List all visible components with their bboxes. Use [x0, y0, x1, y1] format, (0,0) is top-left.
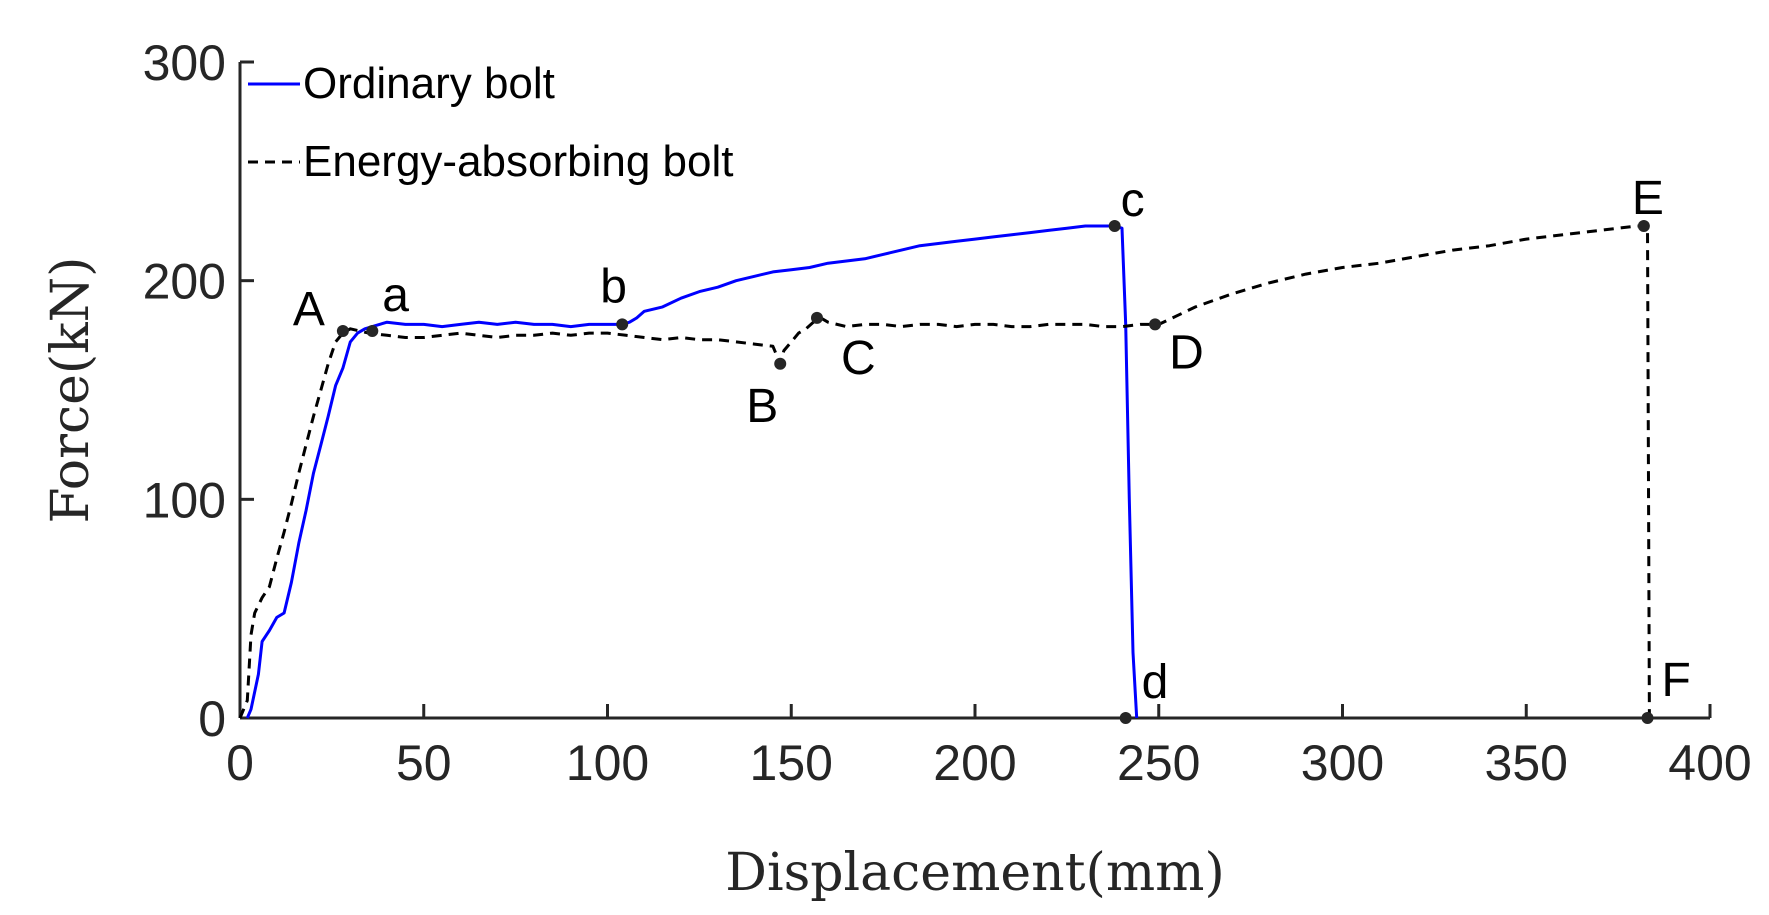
y-tick-label: 300: [143, 35, 226, 91]
x-axis-label: Displacement(mm): [725, 843, 1224, 903]
point-label-c: c: [1121, 174, 1145, 227]
x-tick-label: 0: [226, 735, 254, 791]
point-label-D: D: [1169, 326, 1204, 379]
x-tick-label: 300: [1301, 735, 1384, 791]
point-marker-E: [1637, 220, 1650, 232]
x-tick-label: 400: [1668, 735, 1751, 791]
x-tick-group: 0 50 100 150 200 250 300 350 400: [226, 704, 1752, 791]
point-marker-b: [616, 318, 629, 331]
point-marker-F: [1641, 712, 1654, 724]
legend: Ordinary bolt Energy-absorbing bolt: [248, 59, 733, 186]
point-marker-a: [366, 324, 379, 337]
point-label-d: d: [1142, 656, 1169, 709]
point-label-b: b: [600, 260, 627, 313]
series-group: [238, 224, 1651, 719]
point-marker-C: [810, 311, 823, 324]
y-tick-label: 200: [143, 254, 226, 310]
point-marker-c: [1108, 220, 1121, 232]
x-tick-label: 200: [933, 735, 1016, 791]
y-tick-group: 0 100 200 300: [143, 35, 254, 747]
series-line-energy-absorbing-bolt: [238, 224, 1651, 719]
point-marker-A: [336, 324, 349, 337]
legend-label: Ordinary bolt: [303, 59, 555, 108]
point-marker-d: [1119, 712, 1132, 724]
point-label-E: E: [1632, 172, 1664, 225]
x-tick-label: 350: [1485, 735, 1568, 791]
point-marker-B: [774, 357, 787, 370]
point-label-a: a: [382, 269, 409, 322]
point-label-C: C: [841, 332, 876, 385]
legend-label: Energy-absorbing bolt: [303, 137, 733, 186]
y-axis-label: Force(kN): [41, 257, 101, 524]
x-tick-label: 100: [566, 735, 649, 791]
y-tick-label: 0: [198, 691, 226, 747]
point-marker-D: [1149, 318, 1162, 331]
y-tick-label: 100: [143, 472, 226, 528]
x-tick-label: 50: [396, 735, 452, 791]
x-tick-label: 150: [750, 735, 833, 791]
series-line-ordinary-bolt: [245, 224, 1139, 719]
point-label-A: A: [293, 283, 325, 336]
x-tick-label: 250: [1117, 735, 1200, 791]
point-label-B: B: [746, 380, 778, 433]
point-label-F: F: [1662, 654, 1691, 707]
